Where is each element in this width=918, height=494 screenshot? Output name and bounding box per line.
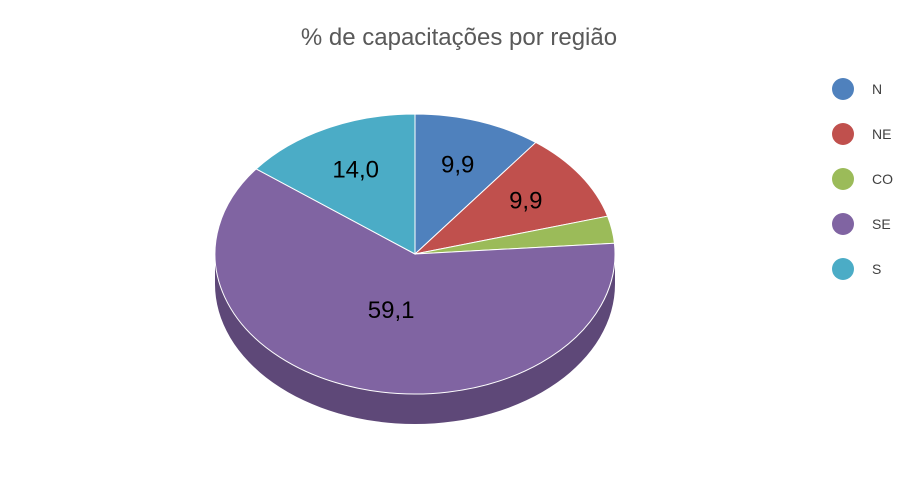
legend-label: SE (872, 215, 891, 232)
legend: N NE CO SE S (832, 66, 912, 291)
legend-item-s[interactable]: S (832, 246, 912, 291)
legend-swatch (832, 167, 854, 190)
pie-top (214, 113, 616, 395)
legend-label: S (872, 260, 882, 277)
data-label-se: 59,1 (368, 297, 415, 324)
pie-slice-ne[interactable] (413, 141, 609, 255)
legend-swatch (832, 122, 854, 145)
pie-side-se (215, 254, 615, 424)
data-label-n: 9,9 (441, 152, 474, 179)
legend-label: CO (872, 170, 893, 187)
pie-slice-s[interactable] (255, 113, 416, 255)
chart-title: % de capacitações por região (300, 24, 618, 51)
pie-sides (215, 254, 615, 424)
legend-item-se[interactable]: SE (832, 201, 912, 246)
pie-slice-n[interactable] (414, 113, 537, 256)
pie-slice-se[interactable] (214, 168, 616, 395)
legend-swatch (832, 212, 854, 235)
legend-item-n[interactable]: N (832, 66, 912, 111)
data-label-ne: 9,9 (509, 188, 542, 215)
legend-item-co[interactable]: CO (832, 156, 912, 201)
pie-labels: 9,9 9,9 59,1 14,0 (332, 152, 542, 324)
legend-item-ne[interactable]: NE (832, 111, 912, 156)
data-label-s: 14,0 (332, 156, 379, 183)
legend-swatch (832, 257, 854, 280)
legend-swatch (832, 77, 854, 100)
legend-label: NE (872, 125, 892, 142)
legend-label: N (872, 80, 883, 97)
